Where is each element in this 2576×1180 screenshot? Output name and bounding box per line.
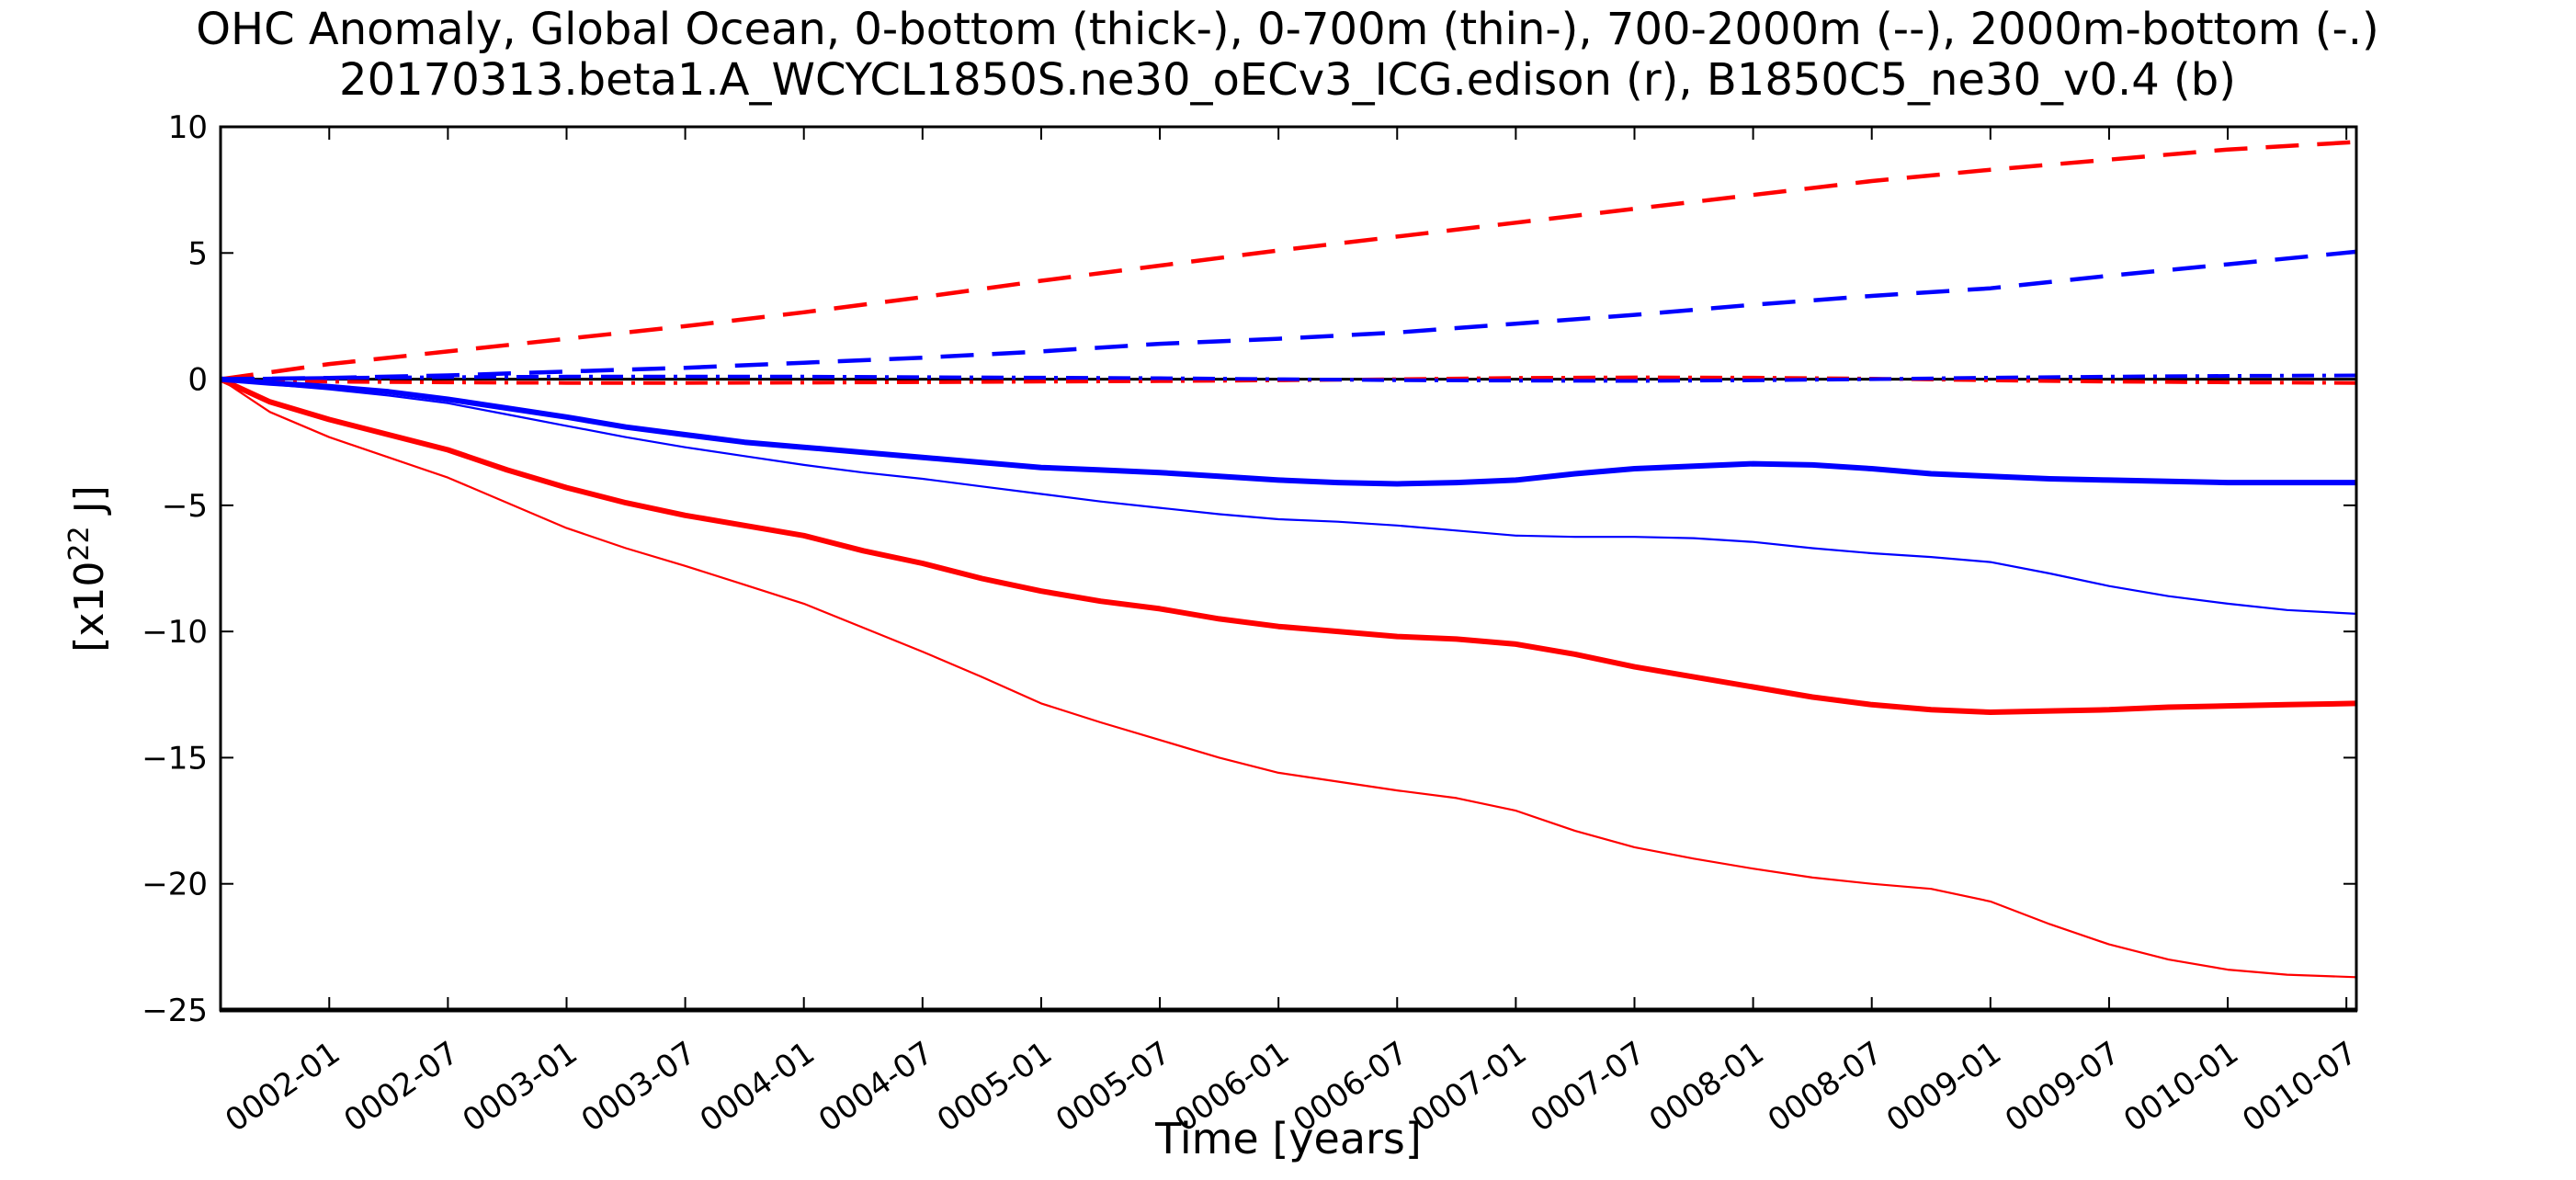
y-tick-label: −15 <box>142 740 208 777</box>
y-axis-label: [x1022 J] <box>63 485 113 652</box>
x-tick-label: 0009-01 <box>1880 1035 2008 1140</box>
series-red-0-700m <box>220 378 2357 979</box>
x-tick-label: 0010-01 <box>2117 1035 2245 1140</box>
x-tick-label: 0003-07 <box>574 1035 702 1140</box>
x-tick-label: 0004-07 <box>812 1035 940 1140</box>
x-tick-label: 0007-07 <box>1524 1035 1651 1140</box>
y-tick-label: 0 <box>187 362 208 399</box>
series-blue-0-bottom <box>220 376 2356 487</box>
series-blue-0-700m <box>220 378 2357 615</box>
x-tick-label: 0003-01 <box>456 1035 584 1140</box>
x-tick-label: 0002-01 <box>219 1035 346 1140</box>
plot-frame-layer <box>219 125 2358 1013</box>
plot-frame <box>219 125 2358 1012</box>
series-blue-2000m-bottom <box>220 373 2357 383</box>
axes-layer <box>221 126 2356 1011</box>
y-tick-label: −25 <box>142 993 208 1029</box>
x-tick-label: 0008-01 <box>1642 1035 1770 1140</box>
x-tick-label: 0004-01 <box>694 1035 822 1140</box>
x-axis-label: Time [years] <box>1154 1114 1422 1163</box>
y-tick-label: 10 <box>168 109 208 146</box>
x-tick-label: 0010-07 <box>2236 1035 2364 1140</box>
series-red-0-bottom <box>219 376 2357 715</box>
y-tick-label: −20 <box>142 867 208 903</box>
y-tick-label: −5 <box>162 488 208 525</box>
chart-subtitle: 20170313.beta1.A_WCYCL1850S.ne30_oECv3_I… <box>339 54 2236 106</box>
y-tick-label: −10 <box>142 614 208 651</box>
x-tick-label: 0005-01 <box>931 1035 1059 1140</box>
x-tick-label: 0007-01 <box>1405 1035 1533 1140</box>
series-red-700-2000m <box>220 140 2357 381</box>
x-tick-label: 0008-07 <box>1762 1035 1889 1140</box>
y-tick-label: 5 <box>187 235 208 272</box>
series-layer <box>219 140 2357 979</box>
x-tick-label: 0009-07 <box>1999 1035 2127 1140</box>
chart-title: OHC Anomaly, Global Ocean, 0-bottom (thi… <box>196 4 2379 55</box>
series-blue-700-2000m <box>220 249 2357 381</box>
x-tick-label: 0002-07 <box>337 1035 465 1140</box>
axis-labels-layer: Time [years] 0002-010002-070003-010003-0… <box>63 109 2364 1163</box>
chart-titles: OHC Anomaly, Global Ocean, 0-bottom (thi… <box>196 4 2379 106</box>
